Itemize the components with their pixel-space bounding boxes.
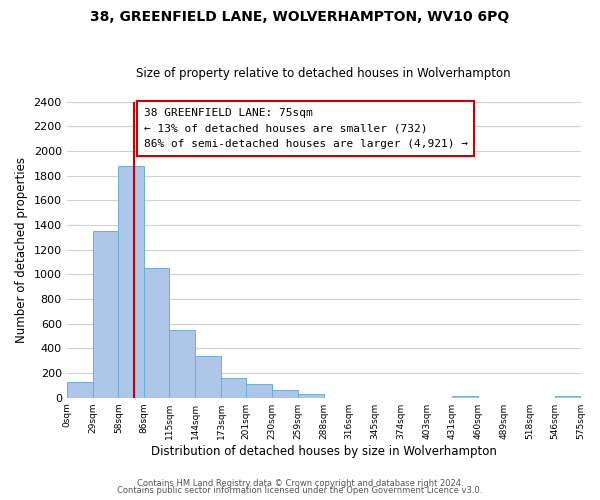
Y-axis label: Number of detached properties: Number of detached properties xyxy=(15,156,28,342)
Bar xyxy=(169,330,196,398)
Bar xyxy=(196,356,221,398)
Text: Contains HM Land Registry data © Crown copyright and database right 2024.: Contains HM Land Registry data © Crown c… xyxy=(137,478,463,488)
Title: Size of property relative to detached houses in Wolverhampton: Size of property relative to detached ho… xyxy=(136,66,511,80)
Bar xyxy=(272,390,298,398)
Bar xyxy=(298,394,324,398)
X-axis label: Distribution of detached houses by size in Wolverhampton: Distribution of detached houses by size … xyxy=(151,444,497,458)
Bar xyxy=(92,231,118,398)
Text: 38, GREENFIELD LANE, WOLVERHAMPTON, WV10 6PQ: 38, GREENFIELD LANE, WOLVERHAMPTON, WV10… xyxy=(91,10,509,24)
Bar xyxy=(554,396,580,398)
Bar xyxy=(143,268,169,398)
Bar xyxy=(118,166,143,398)
Bar xyxy=(67,382,92,398)
Text: 38 GREENFIELD LANE: 75sqm
← 13% of detached houses are smaller (732)
86% of semi: 38 GREENFIELD LANE: 75sqm ← 13% of detac… xyxy=(143,108,467,149)
Bar xyxy=(246,384,272,398)
Bar xyxy=(452,396,478,398)
Text: Contains public sector information licensed under the Open Government Licence v3: Contains public sector information licen… xyxy=(118,486,482,495)
Bar xyxy=(221,378,246,398)
